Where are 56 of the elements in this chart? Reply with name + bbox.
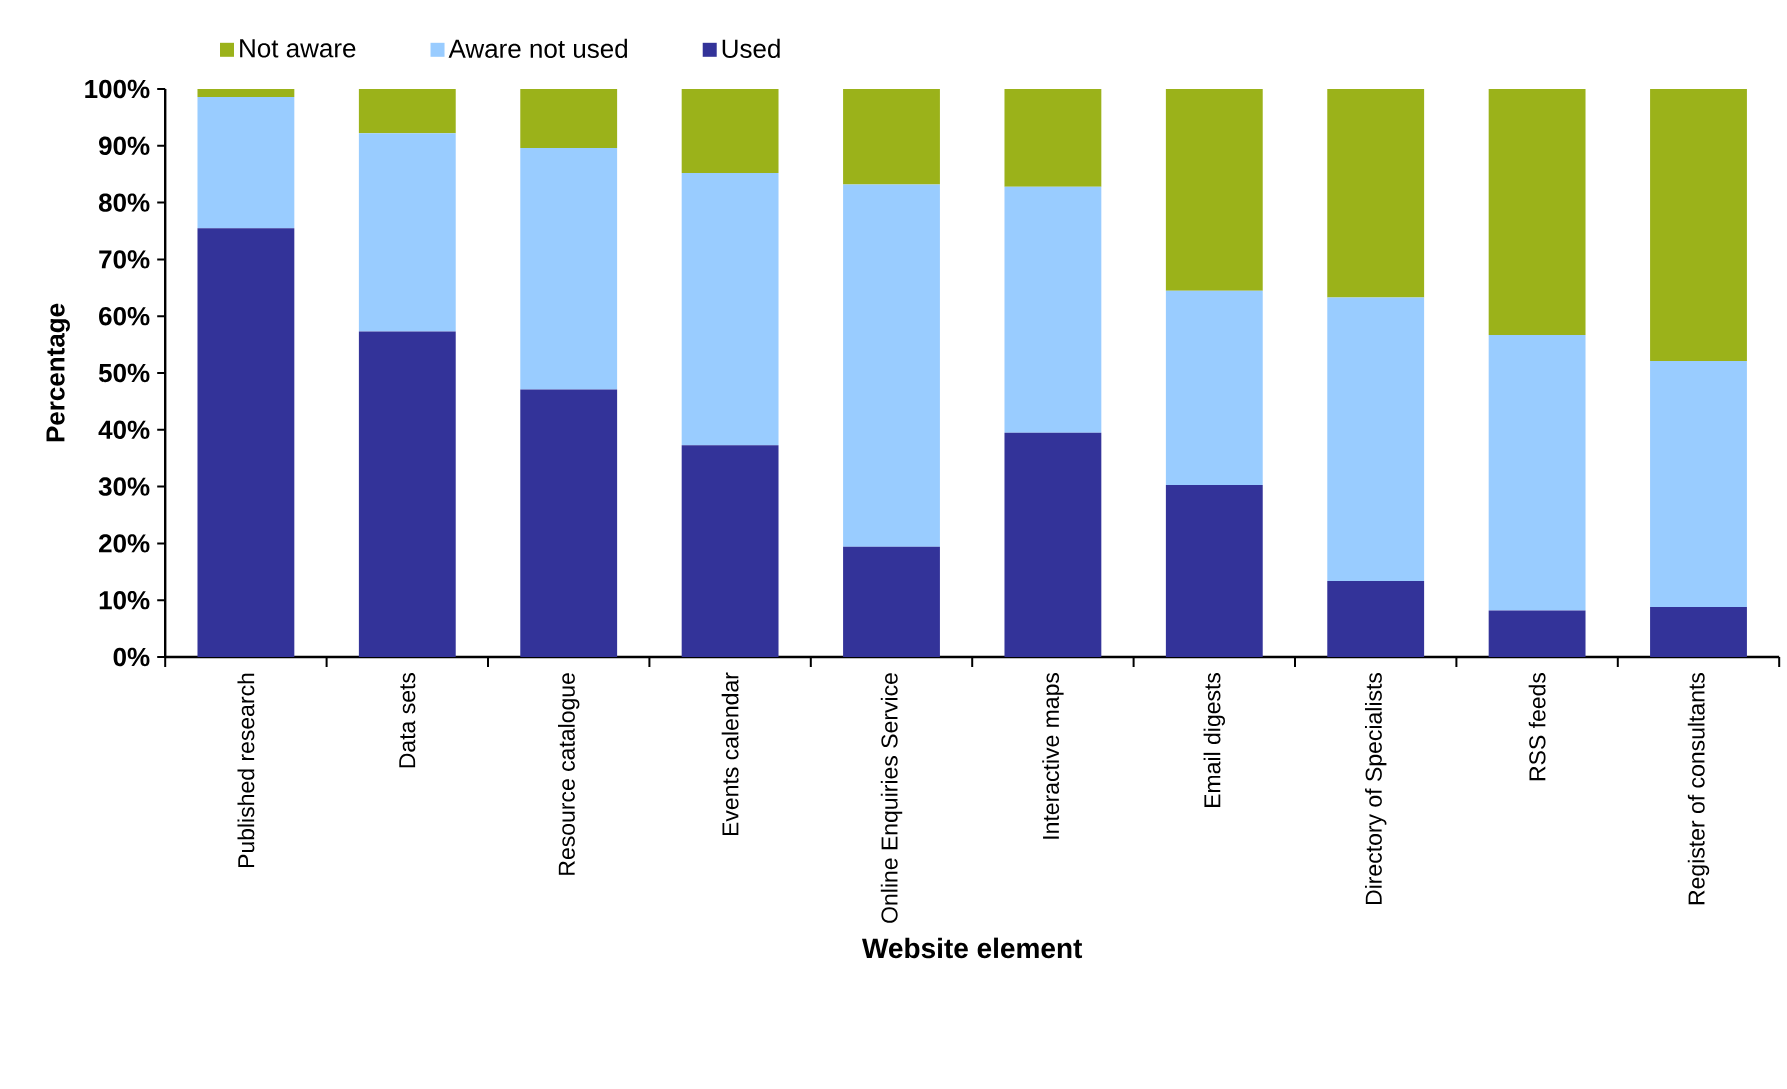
y-tick-label: 50% bbox=[98, 363, 150, 383]
bar bbox=[1165, 484, 1263, 657]
bar bbox=[1327, 297, 1425, 581]
bar bbox=[1488, 89, 1586, 335]
bar bbox=[1004, 89, 1102, 187]
bar bbox=[1327, 89, 1425, 298]
legend-label: Used bbox=[722, 38, 780, 58]
bar bbox=[1327, 580, 1425, 657]
bar bbox=[1650, 607, 1747, 657]
bar bbox=[843, 184, 940, 547]
bar bbox=[1165, 290, 1263, 485]
bar bbox=[1650, 89, 1747, 362]
bar bbox=[843, 89, 940, 185]
y-axis-title: Percentage bbox=[46, 303, 70, 442]
x-tick-label: Events calendar bbox=[721, 672, 739, 836]
bar bbox=[1488, 610, 1586, 657]
bar bbox=[197, 228, 295, 657]
bar bbox=[681, 445, 779, 657]
bar bbox=[520, 389, 618, 657]
bar bbox=[197, 89, 295, 97]
y-tick-label: 0% bbox=[113, 647, 150, 667]
bar bbox=[1488, 334, 1586, 611]
x-tick-label: Email digests bbox=[1203, 672, 1226, 807]
x-tick-label: Interactive maps bbox=[1042, 672, 1064, 839]
x-tick-label: Directory of Specialists bbox=[1364, 672, 1387, 905]
y-tick-label: 20% bbox=[99, 534, 150, 553]
y-tick-label: 90% bbox=[99, 136, 150, 155]
x-tick-label: Published research bbox=[237, 673, 255, 868]
legend-label: Aware not used bbox=[448, 38, 628, 58]
bar bbox=[358, 89, 456, 134]
x-tick-label: Online Enquiries Service bbox=[880, 673, 903, 923]
y-tick-label: 100% bbox=[85, 79, 150, 99]
legend-label: Not aware bbox=[240, 39, 356, 58]
bar bbox=[1004, 186, 1102, 433]
y-tick-label: 70% bbox=[99, 250, 150, 269]
bar bbox=[681, 89, 779, 174]
y-tick-label: 10% bbox=[99, 590, 150, 610]
bar bbox=[358, 331, 456, 657]
y-tick-label: 80% bbox=[98, 193, 150, 212]
bar bbox=[843, 546, 940, 657]
x-tick-label: Register of consultants bbox=[1687, 672, 1710, 905]
bar bbox=[681, 173, 779, 446]
bar bbox=[1165, 89, 1263, 291]
x-tick-label: Data sets bbox=[399, 672, 416, 768]
bar bbox=[520, 89, 618, 149]
bar bbox=[197, 96, 295, 229]
x-tick-label: Resource catalogue bbox=[558, 673, 580, 875]
bar bbox=[1004, 432, 1102, 657]
y-tick-label: 40% bbox=[98, 420, 150, 439]
bar bbox=[520, 148, 618, 390]
x-axis-title: Website element bbox=[862, 937, 1083, 959]
y-tick-label: 30% bbox=[98, 477, 150, 496]
x-tick-label: RSS feeds bbox=[1528, 672, 1546, 781]
bar bbox=[358, 133, 456, 332]
y-tick-label: 60% bbox=[99, 306, 150, 326]
bar bbox=[1650, 361, 1747, 608]
